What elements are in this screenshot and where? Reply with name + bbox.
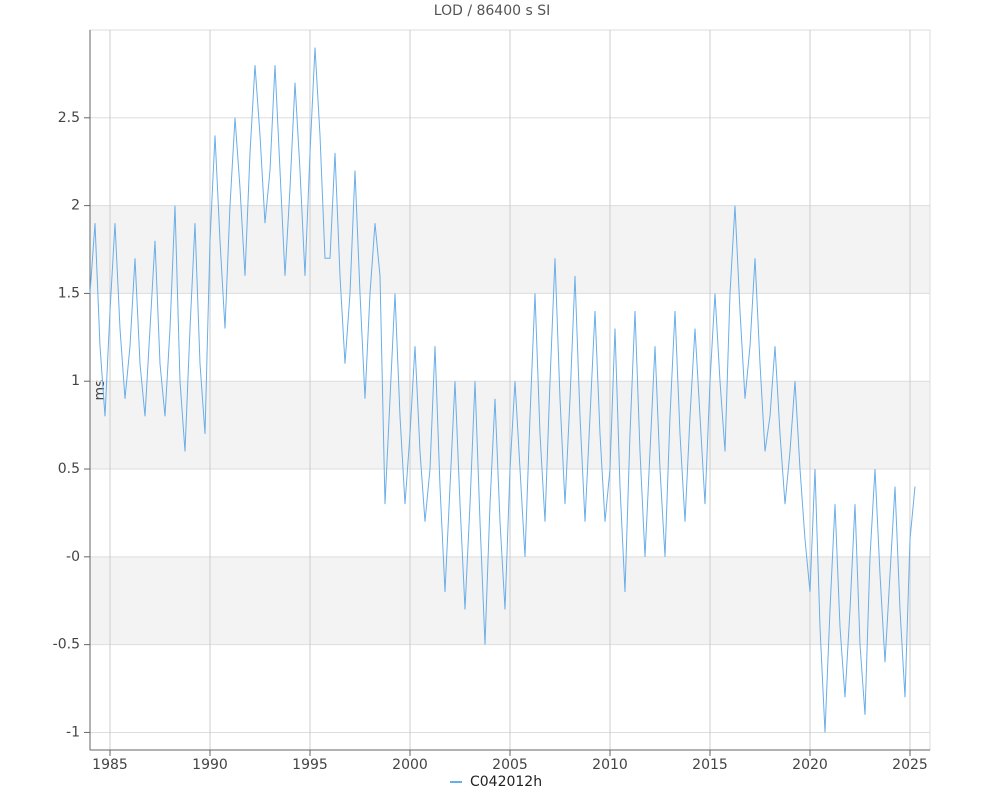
x-tick-label: 2020 (792, 757, 828, 773)
x-tick-label: 1990 (192, 757, 228, 773)
y-tick-label: 2.5 (58, 110, 80, 126)
y-tick-label: 0.5 (58, 461, 80, 477)
x-tick-label: 2010 (592, 757, 628, 773)
x-tick-label: 2000 (392, 757, 428, 773)
x-tick-label: 2015 (692, 757, 728, 773)
y-tick-label: 2 (71, 198, 80, 214)
y-tick-label: -0 (66, 549, 80, 565)
x-tick-label: 1985 (92, 757, 128, 773)
x-tick-label: 1995 (292, 757, 328, 773)
y-tick-label: -1 (66, 724, 80, 740)
y-axis-label: ms (92, 380, 108, 401)
data-line (89, 47, 916, 733)
x-tick-label: 2005 (492, 757, 528, 773)
legend-label: C042012h (470, 774, 542, 790)
y-tick-label: 1 (71, 373, 80, 389)
x-tick-label: 2025 (892, 757, 928, 773)
chart-title: LOD / 86400 s SI (434, 3, 550, 19)
y-tick-label: -0.5 (53, 637, 80, 653)
y-tick-label: 1.5 (58, 285, 80, 301)
